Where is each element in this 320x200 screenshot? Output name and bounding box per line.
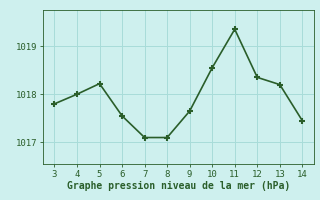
X-axis label: Graphe pression niveau de la mer (hPa): Graphe pression niveau de la mer (hPa) <box>67 181 290 191</box>
